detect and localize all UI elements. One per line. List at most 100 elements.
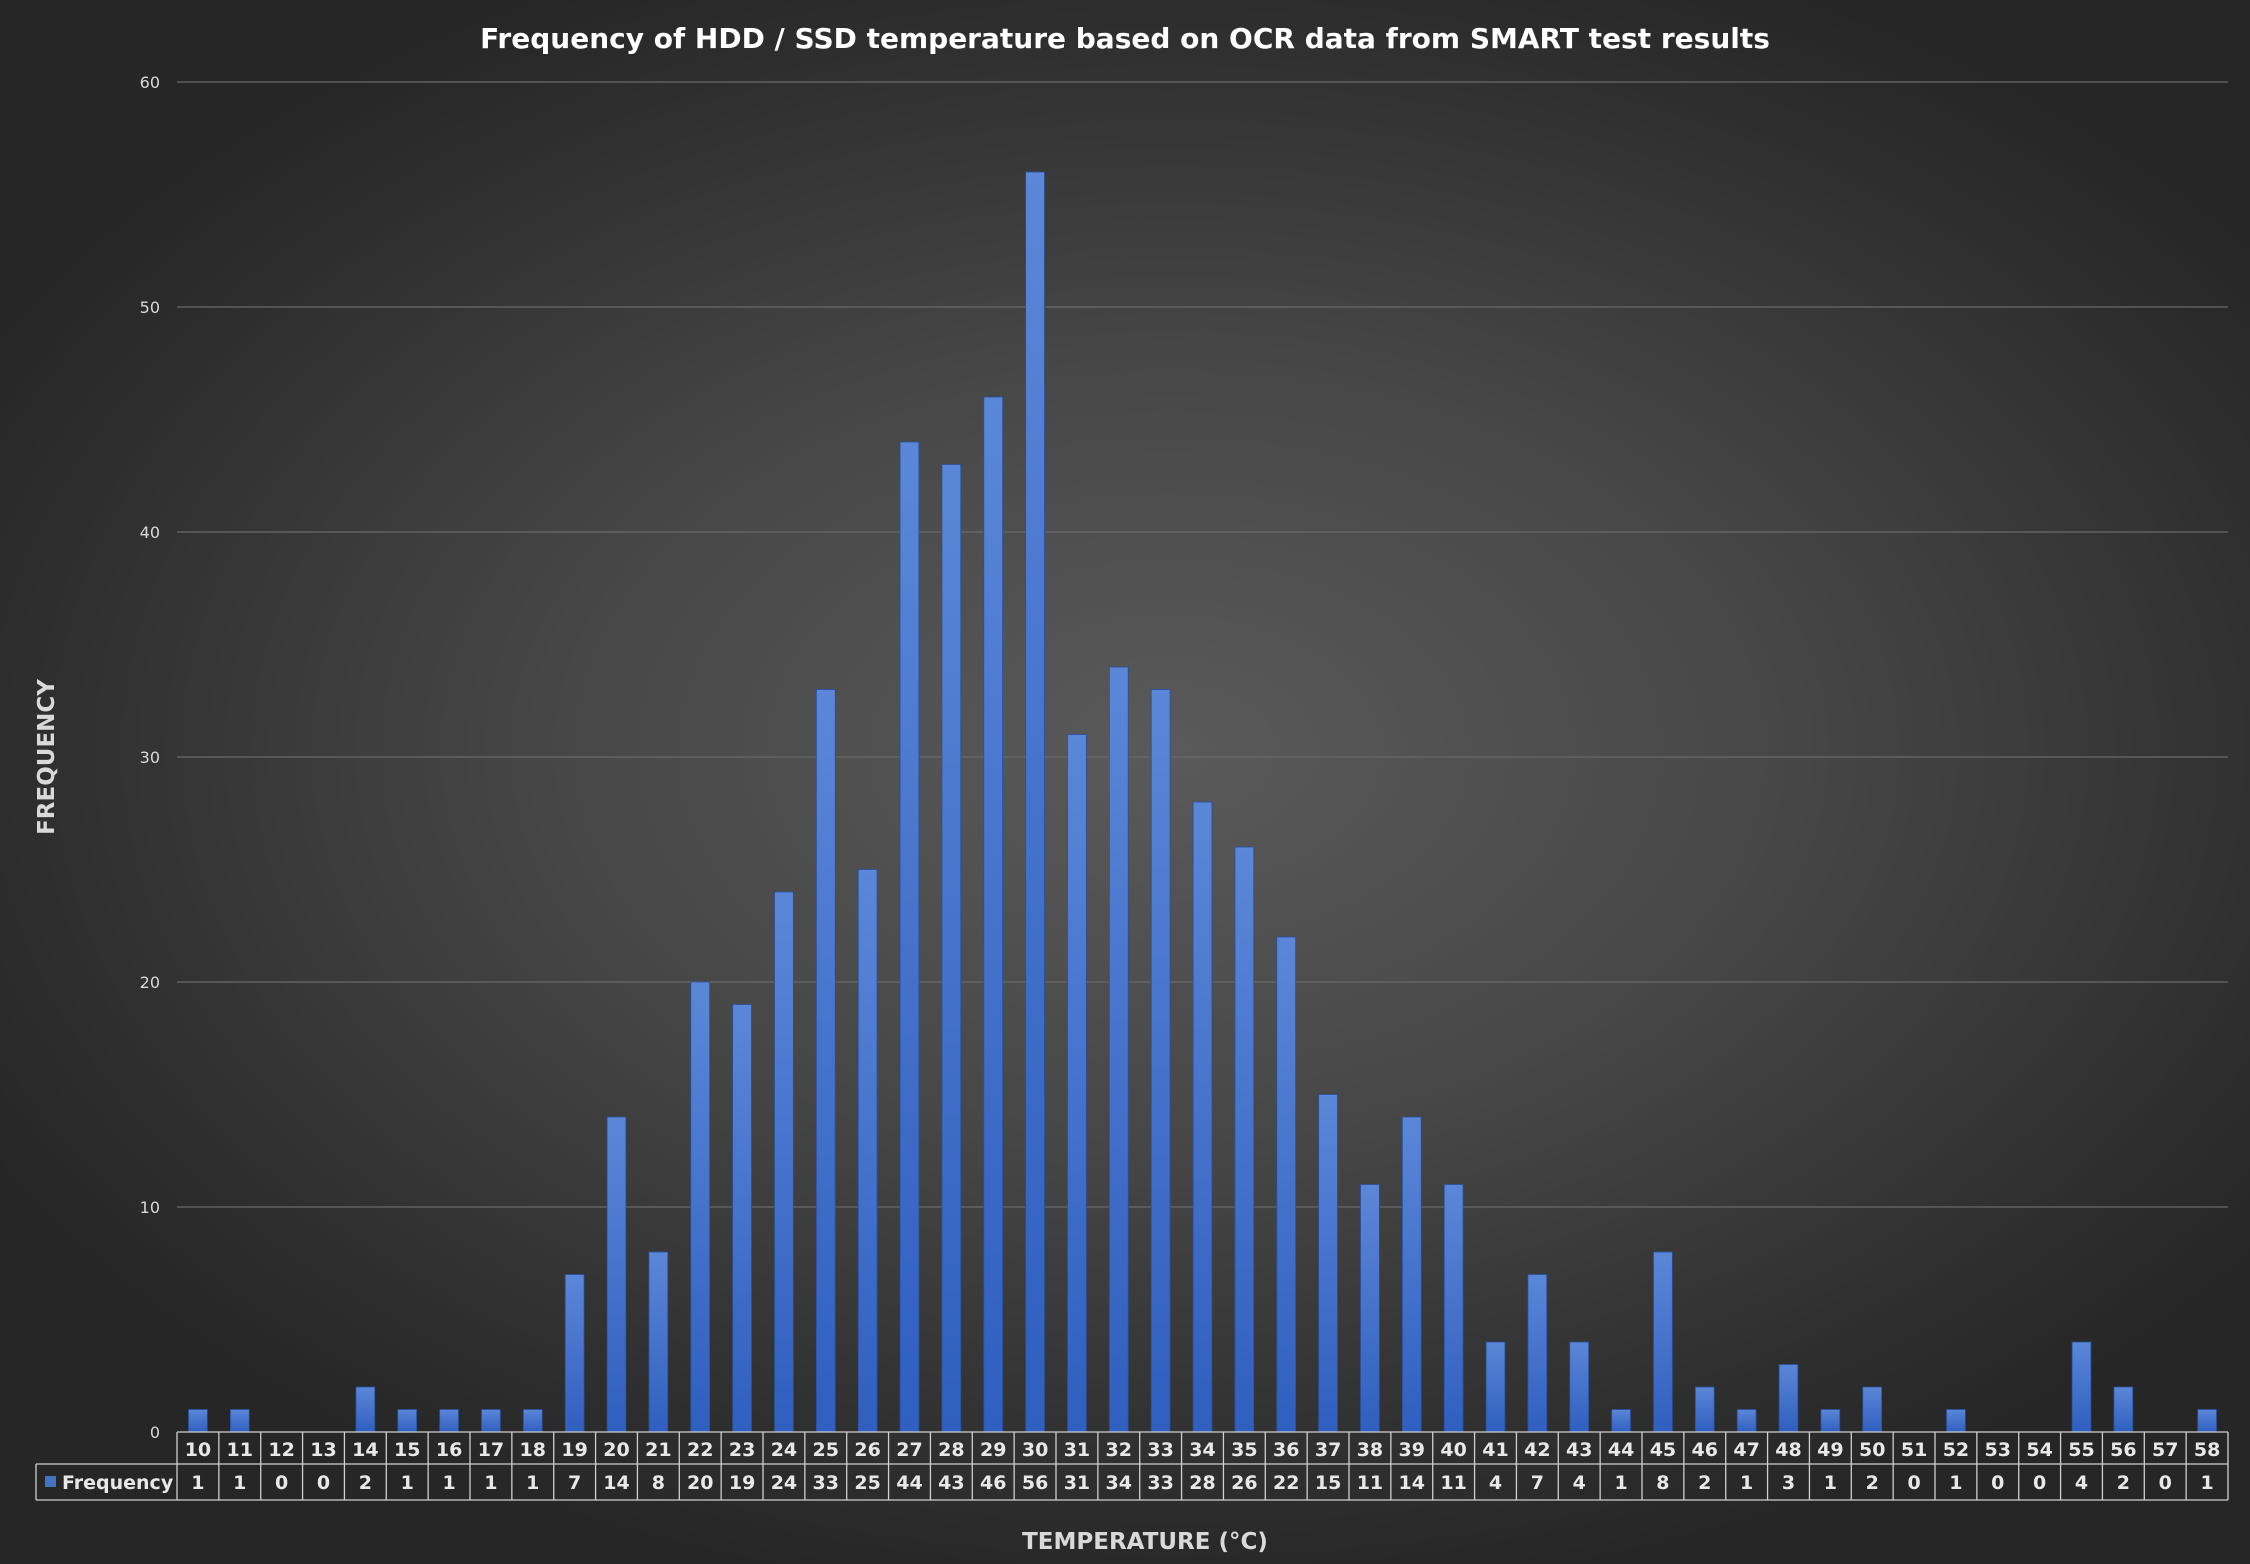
- bar-31: [1067, 734, 1087, 1433]
- bar-40: [1443, 1184, 1464, 1433]
- bar-41: [1485, 1341, 1506, 1433]
- x-tick-label: 27: [896, 1439, 922, 1461]
- data-label: 4: [1573, 1472, 1586, 1494]
- bar-15: [397, 1409, 418, 1433]
- data-label: 56: [1022, 1472, 1048, 1494]
- bar-27: [899, 441, 920, 1433]
- x-tick-label: 41: [1482, 1439, 1508, 1461]
- x-tick-label: 12: [268, 1439, 294, 1461]
- bar-55: [2071, 1341, 2092, 1433]
- x-tick-label: 19: [561, 1439, 587, 1461]
- data-label: 8: [1656, 1472, 1669, 1494]
- data-label: 0: [2159, 1472, 2172, 1494]
- x-tick-label: 15: [394, 1439, 420, 1461]
- x-tick-label: 31: [1064, 1439, 1090, 1461]
- bar-24: [774, 891, 794, 1433]
- x-tick-label: 23: [729, 1439, 755, 1461]
- x-tick-label: 22: [687, 1439, 713, 1461]
- x-tick-label: 44: [1608, 1439, 1634, 1461]
- x-tick-label: 55: [2068, 1439, 2094, 1461]
- bar-22: [690, 981, 711, 1433]
- bar-49: [1820, 1409, 1841, 1433]
- x-tick-label: 21: [645, 1439, 671, 1461]
- x-tick-label: 57: [2152, 1439, 2178, 1461]
- x-tick-label: 53: [1985, 1439, 2011, 1461]
- data-label: 1: [1740, 1472, 1753, 1494]
- bar-50: [1862, 1386, 1883, 1433]
- bar-33: [1150, 689, 1171, 1433]
- bar-42: [1527, 1274, 1548, 1433]
- bar-35: [1234, 846, 1255, 1433]
- data-label: 34: [1106, 1472, 1132, 1494]
- x-tick-label: 26: [854, 1439, 880, 1461]
- data-label: 31: [1064, 1472, 1090, 1494]
- x-tick-label: 50: [1859, 1439, 1885, 1461]
- x-tick-label: 28: [938, 1439, 964, 1461]
- gridlines: [177, 81, 2228, 1208]
- x-tick-label: 29: [980, 1439, 1006, 1461]
- data-label: 33: [1147, 1472, 1173, 1494]
- x-axis-title: TEMPERATURE (°C): [1022, 1529, 1268, 1555]
- bar-47: [1736, 1409, 1757, 1433]
- data-table: Frequency1011111201301421511611711811972…: [35, 1431, 2229, 1501]
- x-tick-label: 52: [1943, 1439, 1969, 1461]
- legend-label: Frequency: [62, 1472, 174, 1494]
- bar-20: [606, 1116, 627, 1433]
- y-tick-label: 50: [140, 298, 160, 317]
- x-tick-label: 49: [1817, 1439, 1843, 1461]
- bar-32: [1108, 666, 1129, 1433]
- data-label: 4: [1489, 1472, 1502, 1494]
- bar-19: [564, 1274, 585, 1433]
- data-label: 20: [687, 1472, 713, 1494]
- data-label: 1: [401, 1472, 414, 1494]
- x-tick-label: 51: [1901, 1439, 1927, 1461]
- bar-29: [983, 396, 1004, 1433]
- data-label: 3: [1782, 1472, 1795, 1494]
- data-label: 2: [2117, 1472, 2130, 1494]
- data-label: 1: [442, 1472, 455, 1494]
- data-label: 2: [1698, 1472, 1711, 1494]
- bar-43: [1569, 1341, 1590, 1433]
- data-label: 25: [854, 1472, 880, 1494]
- data-label: 0: [275, 1472, 288, 1494]
- x-tick-label: 18: [520, 1439, 546, 1461]
- bar-11: [229, 1409, 250, 1433]
- x-tick-label: 35: [1231, 1439, 1257, 1461]
- x-tick-label: 42: [1524, 1439, 1550, 1461]
- x-tick-label: 39: [1399, 1439, 1425, 1461]
- data-label: 1: [484, 1472, 497, 1494]
- bar-23: [732, 1004, 752, 1433]
- x-tick-label: 16: [436, 1439, 462, 1461]
- x-tick-label: 58: [2194, 1439, 2220, 1461]
- bar-21: [648, 1251, 669, 1433]
- y-axis-title: FREQUENCY: [34, 679, 60, 835]
- bar-52: [1946, 1409, 1966, 1433]
- x-tick-label: 30: [1022, 1439, 1048, 1461]
- x-tick-label: 25: [813, 1439, 839, 1461]
- data-label: 1: [1824, 1472, 1837, 1494]
- x-tick-label: 10: [185, 1439, 211, 1461]
- data-label: 43: [938, 1472, 964, 1494]
- bar-46: [1694, 1386, 1715, 1433]
- data-label: 1: [1949, 1472, 1962, 1494]
- data-label: 0: [1991, 1472, 2004, 1494]
- x-tick-label: 45: [1650, 1439, 1676, 1461]
- bar-38: [1360, 1184, 1380, 1433]
- y-tick-label: 40: [140, 523, 160, 542]
- y-tick-label: 20: [140, 973, 160, 992]
- chart-title: Frequency of HDD / SSD temperature based…: [480, 22, 1770, 55]
- x-tick-label: 32: [1106, 1439, 1132, 1461]
- bar-45: [1653, 1251, 1673, 1433]
- legend-swatch: [45, 1476, 56, 1487]
- bar-14: [355, 1386, 376, 1433]
- x-tick-label: 37: [1315, 1439, 1341, 1461]
- data-label: 14: [603, 1472, 629, 1494]
- x-tick-label: 47: [1733, 1439, 1759, 1461]
- x-tick-label: 13: [310, 1439, 336, 1461]
- y-tick-label: 0: [150, 1423, 160, 1442]
- bar-39: [1401, 1116, 1422, 1433]
- bar-44: [1611, 1409, 1631, 1433]
- x-tick-label: 14: [352, 1439, 378, 1461]
- bar-34: [1192, 801, 1213, 1433]
- x-tick-label: 43: [1566, 1439, 1592, 1461]
